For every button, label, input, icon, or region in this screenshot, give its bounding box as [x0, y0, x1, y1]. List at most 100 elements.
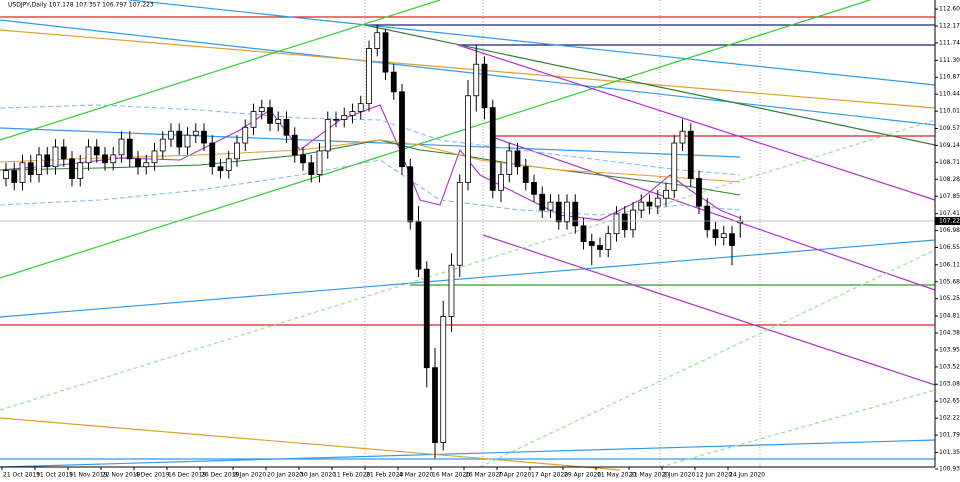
candle-body	[390, 71, 397, 93]
candle-body	[135, 158, 141, 168]
candle-body	[333, 119, 339, 121]
candle-body	[159, 138, 166, 152]
y-tick-label: 104.380	[939, 330, 960, 337]
y-tick-label: 110.010	[939, 108, 960, 115]
y-tick-label: 111.300	[939, 57, 960, 64]
y-tick-label: 101.350	[939, 449, 960, 456]
y-tick-label: 108.710	[939, 159, 960, 166]
x-tick-label: 20 Jan 2020	[267, 472, 303, 479]
candle-body	[69, 158, 75, 179]
candle-body	[201, 130, 207, 144]
y-tick-label: 110.870	[939, 74, 960, 81]
candle-body	[110, 154, 117, 164]
candle-body	[242, 126, 249, 144]
x-tick-label: 31 Oct 2019	[36, 472, 73, 479]
y-tick-label: 104.810	[939, 313, 960, 320]
x-tick-label: 21 Oct 2019	[3, 472, 40, 479]
candle-body	[44, 154, 51, 168]
candle-body	[465, 95, 471, 183]
candle-body	[209, 142, 216, 168]
y-tick-label: 101.790	[939, 432, 960, 439]
current-price-label: 107.223	[939, 217, 960, 224]
trend-lines	[0, 0, 936, 471]
candle-body	[11, 170, 18, 183]
candle-body	[555, 201, 562, 223]
candle-body	[225, 158, 232, 172]
candle-body	[514, 150, 521, 168]
candle-body	[27, 162, 34, 175]
candle-body	[382, 32, 389, 73]
candle-body	[630, 209, 636, 231]
candle-body	[291, 134, 298, 156]
chart-title: USDJPY,Daily 107.178 107.357 106.797 107…	[8, 2, 154, 9]
candle-body	[506, 150, 513, 175]
x-tick-label: 22 Nov 2019	[102, 472, 141, 479]
x-tick-label: 26 Dec 2019	[201, 472, 240, 479]
candle-body	[143, 162, 150, 168]
candle-body	[176, 130, 183, 148]
candle-body	[126, 138, 133, 160]
candle-body	[60, 146, 67, 160]
candle-body	[605, 233, 612, 250]
candle-body	[489, 107, 496, 191]
candle-body	[374, 32, 381, 49]
candle-body	[531, 182, 537, 195]
y-tick-label: 107.850	[939, 193, 960, 200]
x-tick-label: 4 Dec 2019	[135, 472, 170, 479]
candle-body	[217, 166, 224, 172]
x-tick-label: 26 Mar 2020	[465, 472, 503, 479]
candle-body	[151, 150, 158, 164]
current-price-box	[935, 216, 960, 225]
candle-body	[184, 134, 191, 148]
candle-body	[473, 63, 480, 97]
x-tick-label: 16 Dec 2019	[168, 472, 207, 479]
y-tick-label: 106.980	[939, 227, 960, 234]
candle-body	[349, 111, 356, 116]
x-tick-label: 21 May 2020	[630, 472, 669, 479]
candle-body	[275, 119, 282, 124]
candle-body	[300, 154, 306, 164]
candle-body	[102, 154, 108, 164]
candle-body	[687, 130, 694, 179]
candle-body	[85, 146, 92, 164]
x-tick-label: 4 Mar 2020	[399, 472, 433, 479]
y-tick-label: 103.520	[939, 363, 960, 370]
candle-body	[663, 189, 669, 199]
candle-body	[481, 63, 488, 108]
y-tick-label: 105.250	[939, 295, 960, 302]
candle-body	[547, 201, 554, 211]
x-tick-label: 2 Jun 2020	[663, 472, 695, 479]
candle-body	[258, 107, 265, 112]
y-tick-label: 112.170	[939, 23, 960, 30]
candle-body	[498, 174, 504, 191]
candle-body	[588, 241, 595, 246]
candle-body	[341, 115, 348, 120]
candle-body	[679, 130, 686, 144]
candle-body	[580, 225, 587, 242]
candle-body	[283, 119, 290, 136]
y-tick-label: 103.950	[939, 346, 960, 353]
candle-body	[3, 170, 9, 179]
x-tick-label: 16 Mar 2020	[432, 472, 470, 479]
y-tick-label: 106.550	[939, 244, 960, 251]
candle-body	[572, 201, 579, 227]
x-tick-label: 11 Nov 2019	[69, 472, 108, 479]
candle-body	[19, 162, 26, 183]
candle-body	[77, 162, 84, 179]
candle-body	[52, 146, 59, 168]
candle-body	[638, 201, 645, 211]
candle-body	[432, 367, 438, 443]
candle-body	[250, 111, 257, 128]
y-tick-label: 102.650	[939, 398, 960, 405]
y-tick-label: 102.220	[939, 415, 960, 422]
candle-body	[316, 150, 323, 175]
candle-body	[118, 138, 125, 156]
candle-body	[36, 154, 42, 175]
candle-body	[597, 245, 603, 250]
candle-body	[671, 142, 678, 191]
candle-body	[168, 130, 174, 140]
candle-body	[93, 146, 100, 156]
candle-body	[654, 197, 661, 207]
candle-body	[399, 91, 405, 168]
candle-body	[192, 130, 199, 136]
